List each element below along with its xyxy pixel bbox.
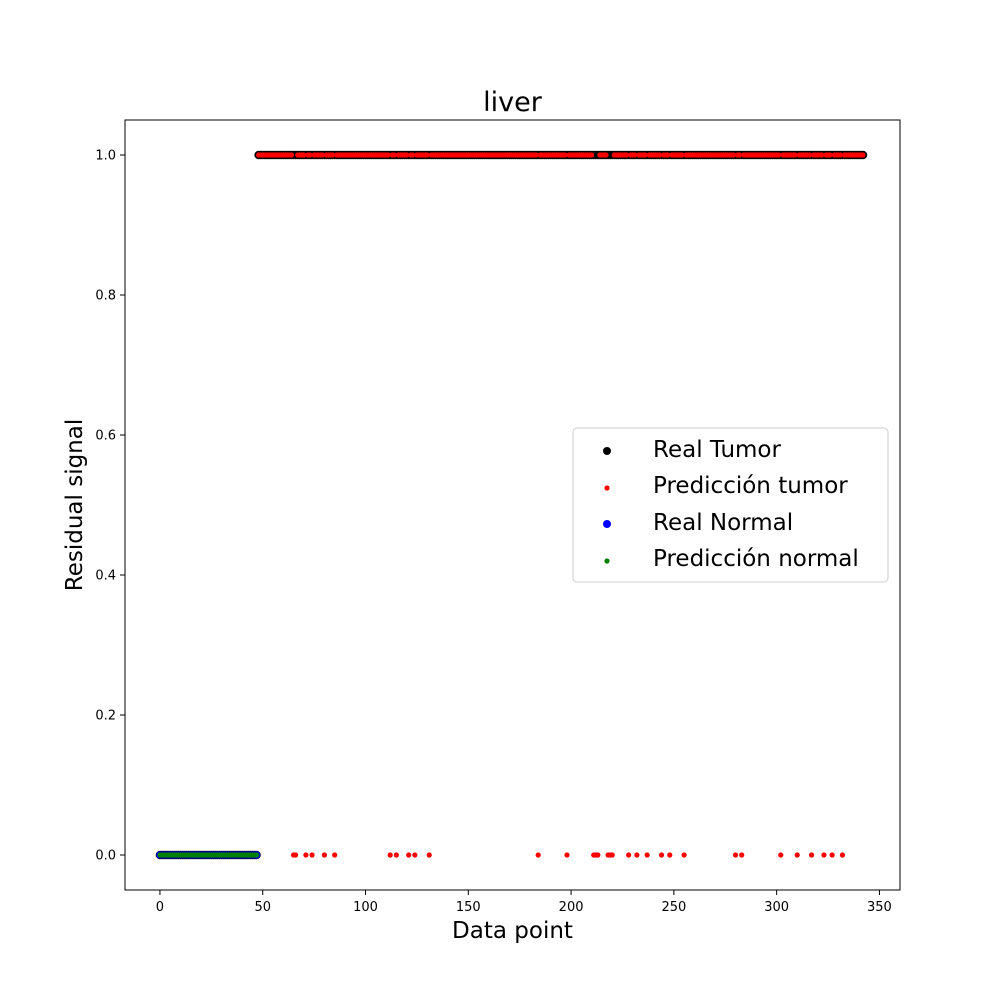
points-layer [155, 150, 868, 860]
data-point [792, 152, 798, 158]
x-tick-label: 350 [867, 900, 892, 915]
data-point [564, 852, 570, 858]
data-point [829, 852, 835, 858]
legend-box [572, 427, 889, 583]
x-axis-label: Data point [452, 918, 573, 944]
data-point [837, 152, 843, 158]
data-point [609, 852, 615, 858]
data-point [860, 152, 866, 158]
data-point [681, 852, 687, 858]
data-point [406, 852, 412, 858]
data-point [391, 152, 397, 158]
legend-marker-real-normal [603, 520, 611, 528]
legend-marker-prediccion-tumor [604, 485, 610, 491]
data-point [424, 152, 430, 158]
data-point [794, 852, 800, 858]
x-tick-label: 0 [156, 900, 164, 915]
data-point [319, 152, 325, 158]
data-point [385, 152, 391, 158]
data-point [819, 152, 825, 158]
y-axis-label: Residual signal [62, 419, 88, 591]
data-point [737, 152, 743, 158]
legend-label-real-normal: Real Normal [653, 510, 793, 536]
data-point [307, 152, 313, 158]
data-point [665, 152, 671, 158]
y-tick-label: 1.0 [95, 149, 116, 164]
x-tick-label: 200 [559, 900, 584, 915]
x-tick-label: 250 [661, 900, 686, 915]
data-point [393, 852, 399, 858]
data-point [730, 152, 737, 158]
data-point [642, 152, 648, 158]
x-axis-ticks: 0 50 100 150 200 250 300 350 [156, 890, 892, 915]
legend-label-prediccion-tumor: Predicción tumor [653, 473, 848, 499]
data-point [679, 152, 685, 158]
series-prediccion-normal [157, 852, 260, 858]
data-point [827, 152, 833, 158]
data-point [589, 152, 595, 158]
data-point [778, 852, 784, 858]
data-point [253, 852, 260, 858]
legend: Real Tumor Predicción tumor Real Normal … [572, 427, 889, 583]
data-point [667, 852, 673, 858]
data-point [806, 152, 813, 158]
data-point [656, 152, 663, 158]
x-tick-label: 100 [353, 900, 378, 915]
x-tick-label: 50 [254, 900, 271, 915]
data-point [732, 852, 739, 858]
data-point [535, 852, 541, 858]
plot-frame [124, 119, 901, 891]
y-tick-label: 0.2 [95, 709, 116, 724]
data-point [658, 852, 665, 858]
data-point [562, 152, 568, 158]
data-point [839, 852, 846, 858]
data-point [626, 852, 632, 858]
data-point [330, 152, 336, 158]
legend-marker-prediccion-normal [604, 558, 610, 564]
data-point [623, 152, 630, 158]
data-point [739, 852, 745, 858]
y-tick-label: 0.8 [95, 289, 116, 304]
y-tick-label: 0.0 [95, 849, 116, 864]
data-point [644, 852, 650, 858]
series-prediccion-tumor [256, 152, 866, 858]
data-point [426, 852, 432, 858]
data-point [533, 152, 539, 158]
data-point [404, 152, 410, 158]
data-point [309, 852, 315, 858]
data-point [603, 152, 609, 158]
legend-marker-real-tumor [603, 447, 611, 455]
y-tick-label: 0.6 [95, 429, 116, 444]
data-point [634, 852, 640, 858]
data-point [332, 852, 338, 858]
data-point [303, 852, 309, 858]
data-point [293, 852, 299, 858]
data-point [410, 152, 416, 158]
data-point [301, 152, 307, 158]
data-point [632, 152, 638, 158]
data-point [387, 852, 393, 858]
x-tick-label: 300 [764, 900, 789, 915]
data-point [595, 852, 601, 858]
data-point [809, 852, 815, 858]
legend-label-real-tumor: Real Tumor [653, 437, 782, 463]
data-point [321, 852, 328, 858]
data-point [412, 852, 418, 858]
chart-title: liver [483, 87, 543, 118]
x-tick-label: 150 [456, 900, 481, 915]
y-axis-ticks: 0.0 0.2 0.4 0.6 0.8 1.0 [95, 149, 125, 864]
legend-label-prediccion-normal: Predicción normal [653, 546, 859, 572]
data-point [288, 152, 295, 158]
data-point [776, 152, 782, 158]
data-point [821, 852, 827, 858]
y-tick-label: 0.4 [95, 569, 116, 584]
